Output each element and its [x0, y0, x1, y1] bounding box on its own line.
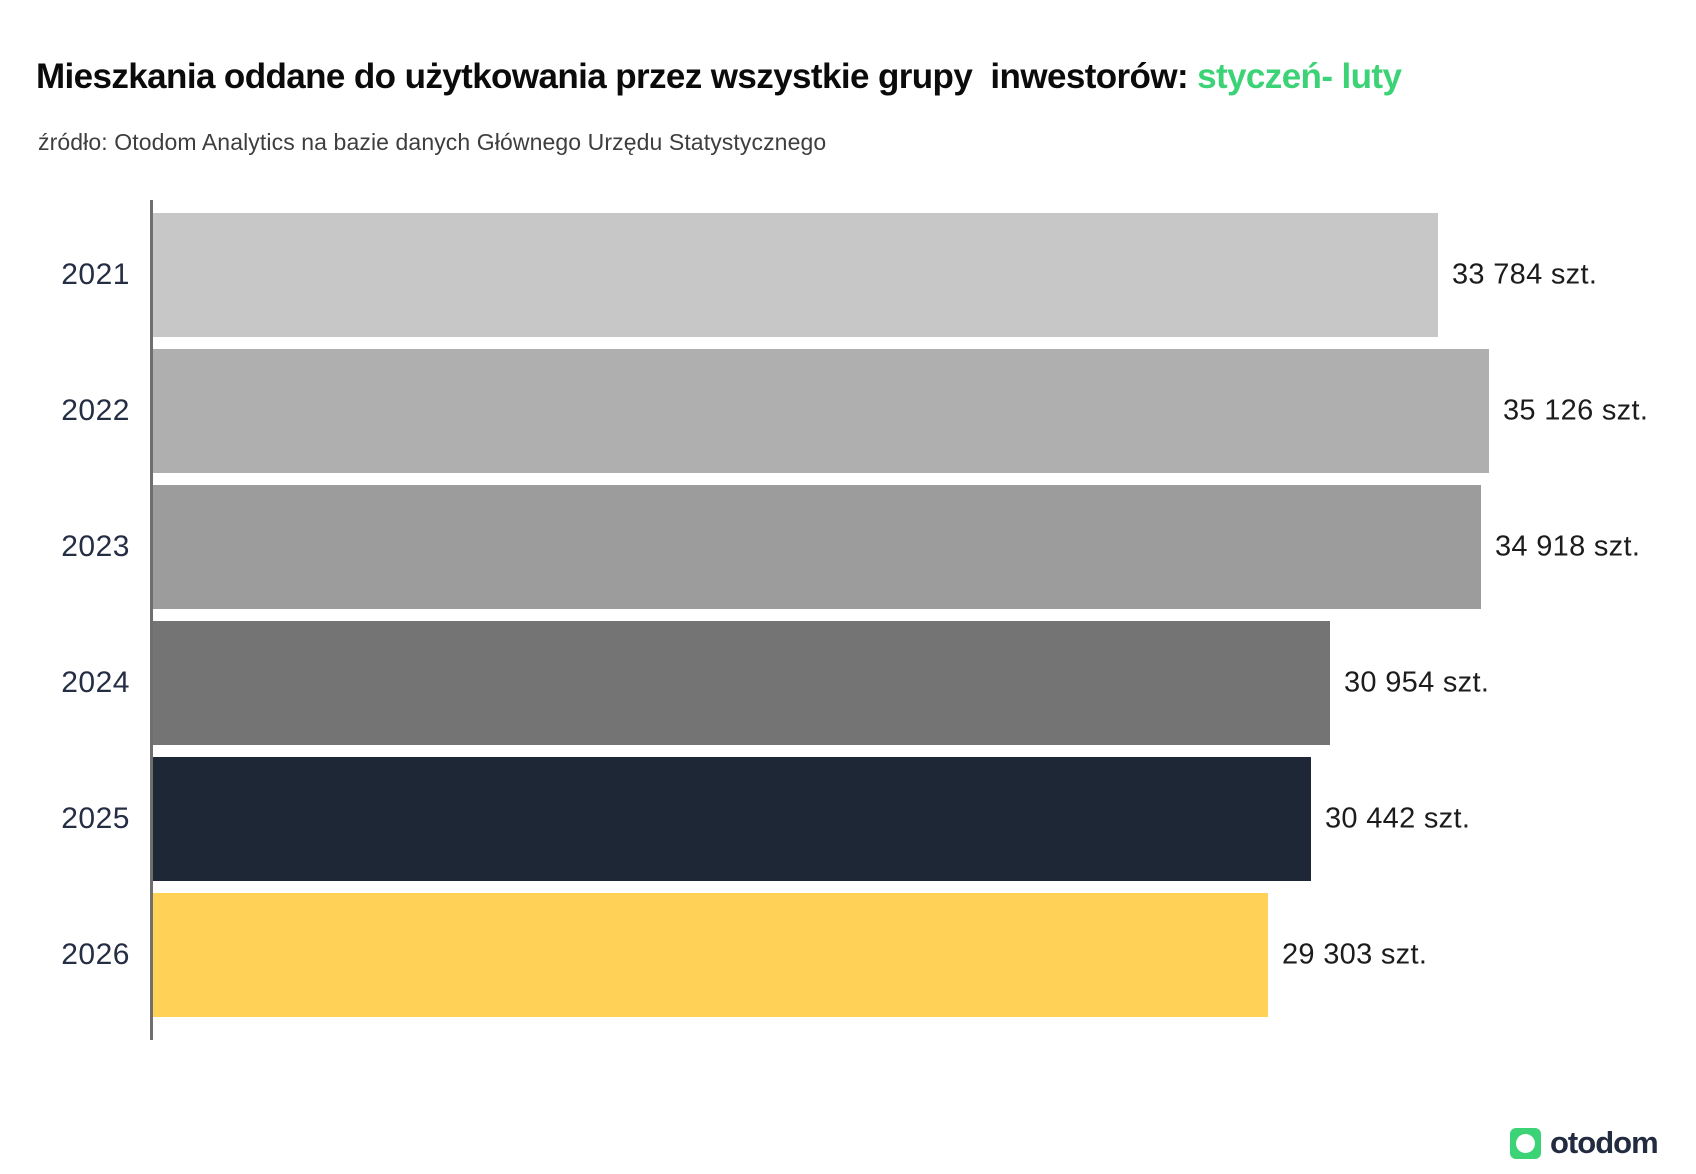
bar-2024	[153, 621, 1330, 745]
otodom-logo-dot	[1516, 1133, 1535, 1153]
value-label-2021: 33 784 szt.	[1452, 258, 1598, 291]
bar-row-2021: 2021 33 784 szt.	[0, 213, 1696, 337]
bar-row-2025: 2025 30 442 szt.	[0, 757, 1696, 881]
chart-title-main: Mieszkania oddane do użytkowania przez w…	[36, 57, 1198, 96]
bar-2023	[153, 485, 1481, 609]
otodom-logo-icon	[1510, 1127, 1541, 1159]
year-label-2026: 2026	[61, 938, 130, 971]
value-label-2023: 34 918 szt.	[1495, 530, 1641, 563]
chart-title: Mieszkania oddane do użytkowania przez w…	[36, 57, 1402, 97]
bar-2025	[153, 757, 1311, 881]
year-label-2022: 2022	[61, 394, 130, 427]
bar-row-2024: 2024 30 954 szt.	[0, 621, 1696, 745]
y-axis-line	[150, 200, 153, 1040]
year-label-2023: 2023	[61, 530, 130, 563]
value-label-2022: 35 126 szt.	[1503, 394, 1649, 427]
year-label-2024: 2024	[61, 666, 130, 699]
bar-2021	[153, 213, 1438, 337]
chart-source-note: źródło: Otodom Analytics na bazie danych…	[38, 129, 827, 155]
otodom-logo: otodom	[1510, 1125, 1659, 1160]
value-label-2024: 30 954 szt.	[1344, 666, 1490, 699]
value-label-2026: 29 303 szt.	[1282, 938, 1428, 971]
bar-row-2022: 2022 35 126 szt.	[0, 349, 1696, 473]
otodom-logo-text: otodom	[1550, 1125, 1659, 1160]
value-label-2025: 30 442 szt.	[1325, 802, 1471, 835]
bar-row-2026: 2026 29 303 szt.	[0, 893, 1696, 1017]
year-label-2025: 2025	[61, 802, 130, 835]
bar-row-2023: 2023 34 918 szt.	[0, 485, 1696, 609]
bar-2022	[153, 349, 1489, 473]
chart-title-period: styczeń- luty	[1197, 57, 1402, 96]
year-label-2021: 2021	[61, 258, 130, 291]
bar-2026	[153, 893, 1268, 1017]
